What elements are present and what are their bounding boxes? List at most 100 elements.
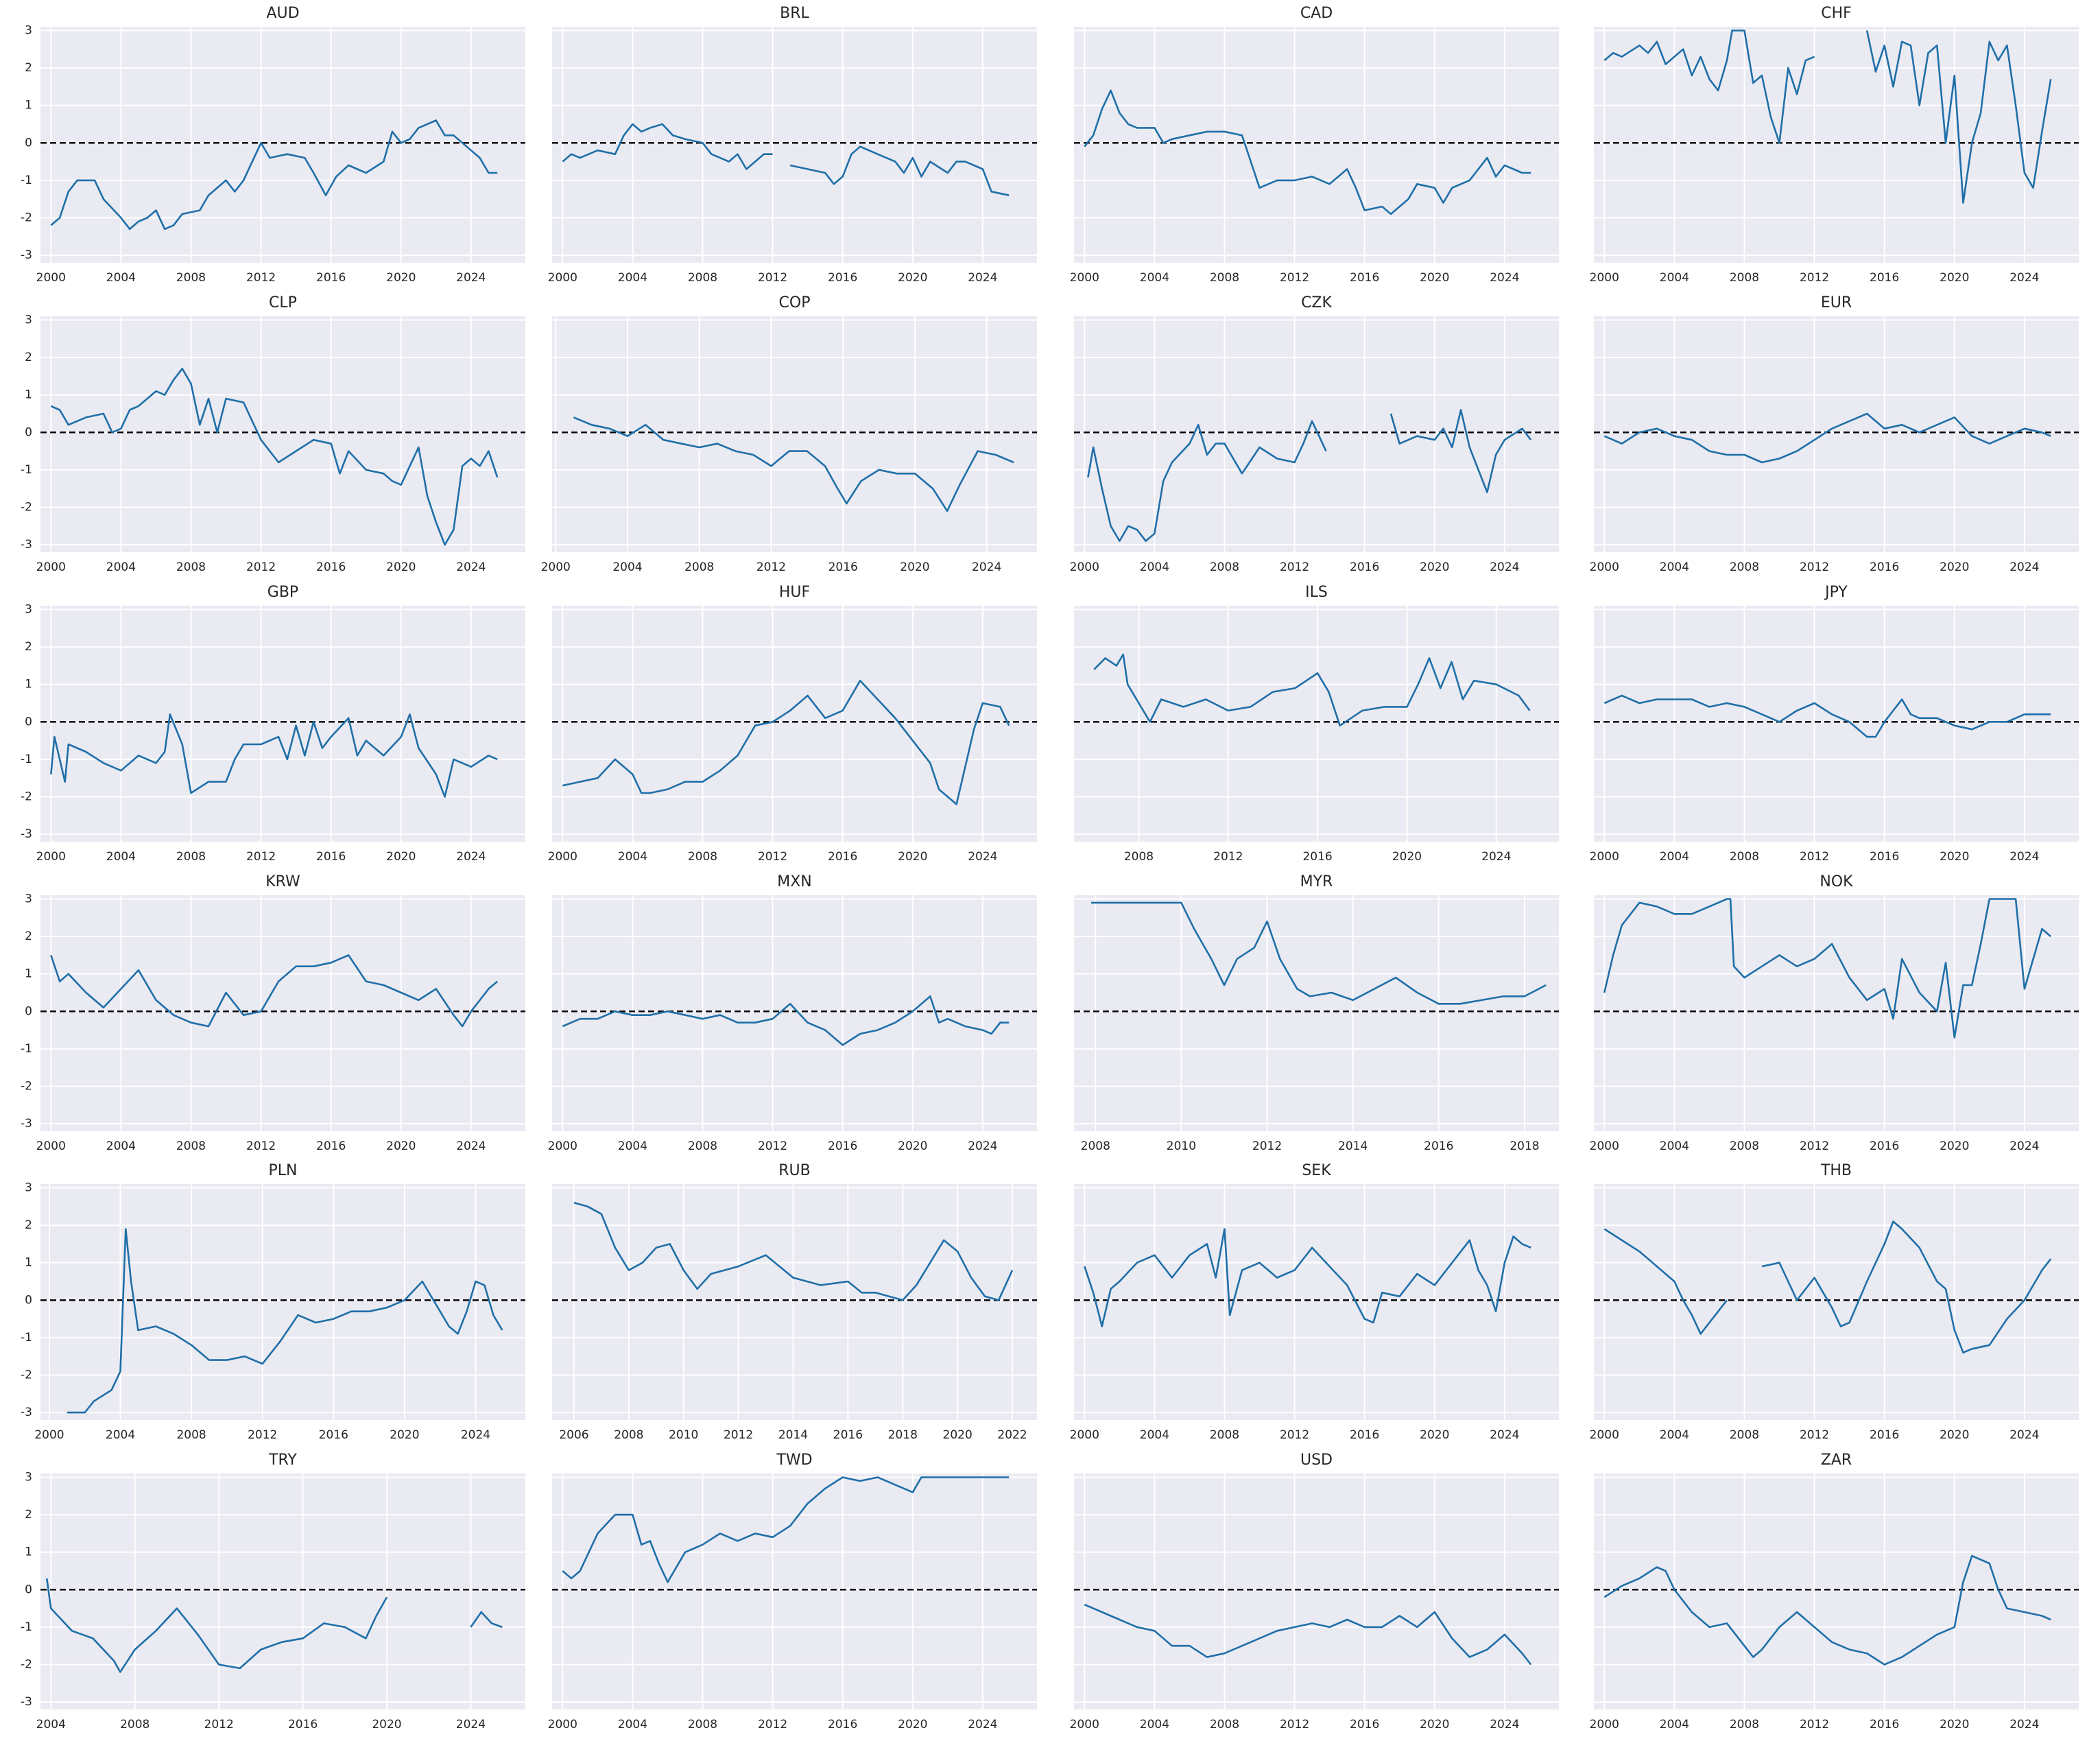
x-tick-label: 2020 [372, 1718, 401, 1731]
chart-title: JPY [1824, 584, 1848, 601]
y-tick-label: -1 [21, 174, 32, 187]
x-tick-label: 2020 [1940, 1139, 1969, 1153]
plot-area [1074, 1184, 1559, 1420]
x-tick-label: 2018 [888, 1428, 918, 1442]
x-tick-label: 2012 [1213, 850, 1243, 864]
x-tick-label: 2012 [758, 271, 787, 285]
y-tick-label: 2 [25, 930, 32, 943]
x-tick-label: 2012 [1252, 1139, 1282, 1153]
y-tick-label: 1 [25, 1256, 32, 1270]
x-tick-label: 2000 [1590, 560, 1619, 574]
x-tick-label: 2008 [1124, 850, 1154, 864]
x-tick-label: 2008 [1210, 560, 1239, 574]
y-tick-label: -2 [21, 1079, 32, 1093]
x-tick-label: 2020 [898, 850, 927, 864]
x-tick-label: 2004 [106, 1139, 136, 1153]
x-tick-label: 2012 [724, 1428, 753, 1442]
series-line [573, 416, 1014, 512]
x-tick-label: 2012 [204, 1718, 234, 1731]
x-tick-label: 2008 [176, 560, 206, 574]
series-line [562, 1476, 1010, 1583]
chart-title: MXN [777, 873, 812, 890]
x-tick-label: 2012 [246, 560, 276, 574]
series-line [1093, 653, 1531, 726]
y-tick-label: -3 [21, 538, 32, 552]
chart-title: RUB [778, 1162, 810, 1179]
x-tick-label: 2024 [461, 1428, 490, 1442]
x-tick-label: 2016 [288, 1718, 318, 1731]
x-tick-label: 2020 [386, 850, 416, 864]
x-tick-label: 2024 [972, 560, 1001, 574]
x-tick-label: 2020 [1940, 271, 1969, 285]
series-line [1087, 409, 1532, 542]
plot-area [40, 27, 525, 263]
x-tick-label: 2016 [1870, 271, 1899, 285]
x-tick-label: 2004 [618, 850, 647, 864]
x-tick-label: 2004 [106, 271, 136, 285]
x-tick-label: 2004 [618, 271, 647, 285]
y-tick-label: -1 [21, 463, 32, 477]
x-tick-label: 2010 [669, 1428, 698, 1442]
x-tick-label: 2010 [1167, 1139, 1196, 1153]
x-tick-label: 2012 [758, 1139, 787, 1153]
chart-title: CAD [1300, 5, 1333, 22]
x-tick-label: 2024 [1490, 271, 1519, 285]
y-tick-label: 0 [25, 1583, 32, 1596]
x-tick-label: 2020 [900, 560, 929, 574]
x-tick-label: 2004 [1660, 1718, 1689, 1731]
x-tick-label: 2016 [1350, 1718, 1379, 1731]
x-tick-label: 2004 [1140, 1428, 1169, 1442]
series-line [50, 368, 499, 546]
x-tick-label: 2024 [1490, 1428, 1519, 1442]
series-line [1084, 1228, 1531, 1327]
x-tick-label: 2004 [1660, 1428, 1689, 1442]
x-tick-label: 2008 [688, 1718, 717, 1731]
x-tick-label: 2012 [1800, 1139, 1829, 1153]
x-tick-label: 2000 [36, 560, 66, 574]
chart-title: ZAR [1821, 1452, 1852, 1469]
x-tick-label: 2016 [828, 1718, 857, 1731]
chart-title: CHF [1821, 5, 1852, 22]
x-tick-label: 2012 [1280, 1428, 1309, 1442]
plot-area [552, 27, 1037, 263]
plot-area [1594, 895, 2079, 1131]
x-tick-label: 2008 [1730, 1428, 1759, 1442]
x-tick-label: 2000 [1070, 271, 1099, 285]
x-tick-label: 2016 [1870, 850, 1899, 864]
x-tick-label: 2020 [1940, 1718, 1969, 1731]
x-tick-label: 2024 [2009, 560, 2039, 574]
x-tick-label: 2004 [1660, 560, 1689, 574]
x-tick-label: 2020 [386, 560, 416, 574]
x-tick-label: 2016 [833, 1428, 863, 1442]
x-tick-label: 2012 [1280, 271, 1309, 285]
y-tick-label: -3 [21, 248, 32, 262]
x-tick-label: 2024 [968, 1718, 997, 1731]
x-tick-label: 2016 [316, 560, 346, 574]
x-tick-label: 2012 [756, 560, 786, 574]
x-tick-label: 2004 [106, 1428, 135, 1442]
x-tick-label: 2000 [1070, 1428, 1099, 1442]
x-tick-label: 2004 [618, 1718, 647, 1731]
x-tick-label: 2020 [1940, 560, 1969, 574]
plot-area [552, 1184, 1037, 1420]
y-tick-label: -1 [21, 1042, 32, 1056]
x-tick-label: 2014 [1338, 1139, 1368, 1153]
x-tick-label: 2022 [997, 1428, 1027, 1442]
x-tick-label: 2004 [1660, 850, 1689, 864]
x-tick-label: 2008 [688, 1139, 717, 1153]
x-tick-label: 2008 [1730, 271, 1759, 285]
x-tick-label: 2008 [688, 850, 717, 864]
plot-area [40, 316, 525, 552]
chart-title: EUR [1821, 294, 1852, 311]
x-tick-label: 2004 [36, 1718, 66, 1731]
x-tick-label: 2016 [1870, 1139, 1899, 1153]
series-line [1603, 1554, 2051, 1666]
chart-title: GBP [267, 584, 298, 601]
x-tick-label: 2016 [1870, 1718, 1899, 1731]
x-tick-label: 2020 [1940, 1428, 1969, 1442]
x-tick-label: 2012 [1800, 850, 1829, 864]
series-line [562, 679, 1010, 805]
x-tick-label: 2020 [1420, 1428, 1449, 1442]
x-tick-label: 2020 [1420, 271, 1449, 285]
